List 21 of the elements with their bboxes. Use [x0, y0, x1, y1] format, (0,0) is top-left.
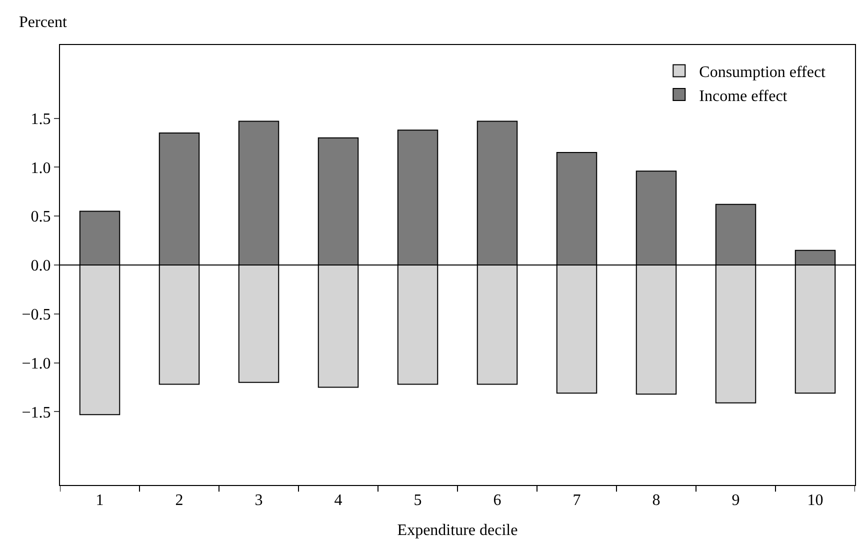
x-tick-label: 6	[493, 492, 502, 510]
y-tick-label: 1.5	[30, 110, 51, 128]
x-tick-label: 4	[334, 492, 342, 510]
x-tick-label: 2	[175, 492, 184, 510]
y-tick-label: −1.0	[22, 355, 51, 372]
y-tick-label: 0.5	[30, 208, 51, 226]
x-tick-label: 9	[732, 492, 740, 510]
x-tick-label: 10	[807, 492, 824, 510]
x-tick-label: 1	[96, 492, 104, 510]
y-tick-label: 0.0	[30, 258, 51, 275]
legend-label: Income effect	[699, 88, 788, 105]
y-axis-title: Percent	[19, 14, 68, 31]
y-tick-label: −0.5	[22, 306, 51, 324]
y-tick-label: −1.5	[22, 404, 51, 422]
y-tick-label: 1.0	[30, 160, 51, 177]
x-axis-title: Expenditure decile	[397, 522, 518, 539]
x-tick-label: 5	[414, 492, 422, 510]
legend-label: Consumption effect	[699, 64, 826, 81]
x-tick-label: 8	[652, 492, 660, 510]
x-tick-label: 7	[572, 492, 581, 510]
x-tick-label: 3	[254, 492, 263, 510]
